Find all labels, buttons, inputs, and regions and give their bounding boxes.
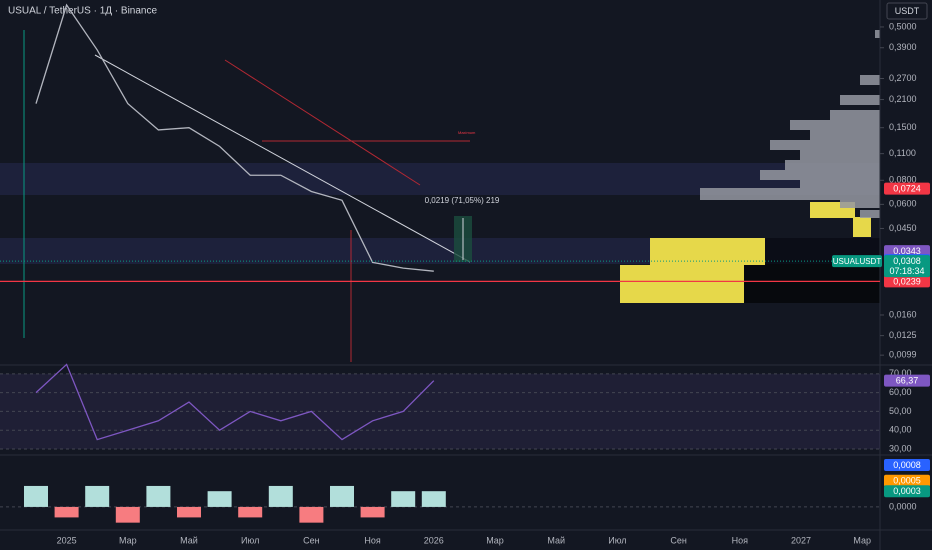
price-badge	[884, 374, 930, 387]
y-tick-label: 0,0160	[889, 309, 917, 319]
last-price-label: 0,0308	[893, 256, 921, 266]
order-block	[620, 265, 744, 303]
currency-label[interactable]: USDT	[895, 6, 920, 16]
x-tick-label: Июл	[608, 535, 626, 545]
order-block	[650, 238, 765, 265]
x-tick-label: Ноя	[364, 535, 381, 545]
price-badge	[884, 458, 930, 471]
histogram-bar	[268, 485, 293, 507]
y-tick-label: 0,2100	[889, 94, 917, 104]
histogram-bar	[299, 506, 324, 523]
y-tick-label: 0,0125	[889, 330, 917, 340]
trendline	[94, 54, 471, 263]
y-tick-label: 0,0800	[889, 175, 917, 185]
y-tick-label: 0,0099	[889, 350, 917, 360]
price-badge-label: 0,0343	[893, 246, 921, 256]
price-badge	[884, 275, 930, 288]
price-badge	[884, 474, 930, 487]
note: Maximum	[458, 130, 476, 135]
price-badge	[884, 245, 930, 258]
x-tick-label: 2026	[424, 535, 444, 545]
price-badge	[884, 182, 930, 195]
last-price-badge	[884, 255, 930, 278]
histogram-bar	[24, 485, 48, 507]
price-badge-label: 0,0239	[893, 276, 921, 286]
volume-profile	[700, 30, 880, 218]
price-badge-label: 0,0724	[893, 184, 921, 194]
histogram-bar	[207, 491, 232, 507]
histogram-bar	[115, 506, 140, 523]
y-tick-label: 0,1100	[889, 148, 916, 158]
histogram-bar	[421, 491, 446, 507]
x-tick-label: Сен	[670, 535, 687, 545]
y-tick-label: 40,00	[889, 425, 912, 435]
histogram-bar	[177, 506, 201, 518]
order-block	[853, 217, 871, 237]
x-tick-label: Ноя	[732, 535, 749, 545]
histogram-bar	[330, 485, 354, 507]
y-tick-label: 0,0450	[889, 223, 917, 233]
x-tick-label: 2027	[791, 535, 811, 545]
countdown-label: 07:18:34	[889, 266, 924, 276]
y-tick-label: 50,00	[889, 406, 912, 416]
measure-label: 0,0219 (71,05%) 219	[425, 196, 500, 205]
y-tick-label: 70,00	[889, 368, 912, 378]
trendline	[224, 59, 421, 186]
x-tick-label: Мар	[486, 535, 504, 545]
histogram-bar	[360, 506, 385, 518]
y-tick-label: 0,2700	[889, 73, 917, 83]
price-line	[35, 363, 435, 441]
symbol-label: USUALUSDT	[833, 257, 882, 266]
price-line	[35, 3, 434, 272]
x-tick-label: Май	[547, 535, 565, 545]
x-tick-label: Июл	[241, 535, 259, 545]
x-tick-label: Май	[180, 535, 198, 545]
y-tick-label: 0,1500	[889, 122, 917, 132]
histogram-bar	[146, 485, 171, 507]
chart-title: USUAL / TetherUS · 1Д · Binance	[8, 6, 157, 17]
price-badge	[884, 485, 930, 498]
y-tick-label: 0,5000	[889, 21, 917, 31]
price-badge-label: 0,0005	[893, 476, 921, 486]
y-tick-label: 60,00	[889, 387, 912, 397]
symbol-badge	[832, 255, 882, 268]
price-badge-label: 0,0008	[893, 460, 921, 470]
y-tick-label: 30,00	[889, 443, 912, 453]
histogram-bar	[391, 491, 416, 507]
x-tick-label: Сен	[303, 535, 320, 545]
x-tick-label: 2025	[57, 535, 77, 545]
x-tick-label: Мар	[119, 535, 137, 545]
price-badge-label: 66,37	[896, 376, 919, 386]
x-tick-label: Мар	[853, 535, 871, 545]
histogram-bar	[85, 485, 110, 507]
y-tick-label: 0,0000	[889, 501, 917, 511]
histogram-bar	[54, 506, 79, 518]
currency-button[interactable]	[886, 2, 928, 20]
y-tick-label: 0,0600	[889, 199, 917, 209]
histogram-bar	[238, 506, 263, 518]
price-badge-label: 0,0003	[893, 486, 921, 496]
y-tick-label: 0,3900	[889, 42, 917, 52]
